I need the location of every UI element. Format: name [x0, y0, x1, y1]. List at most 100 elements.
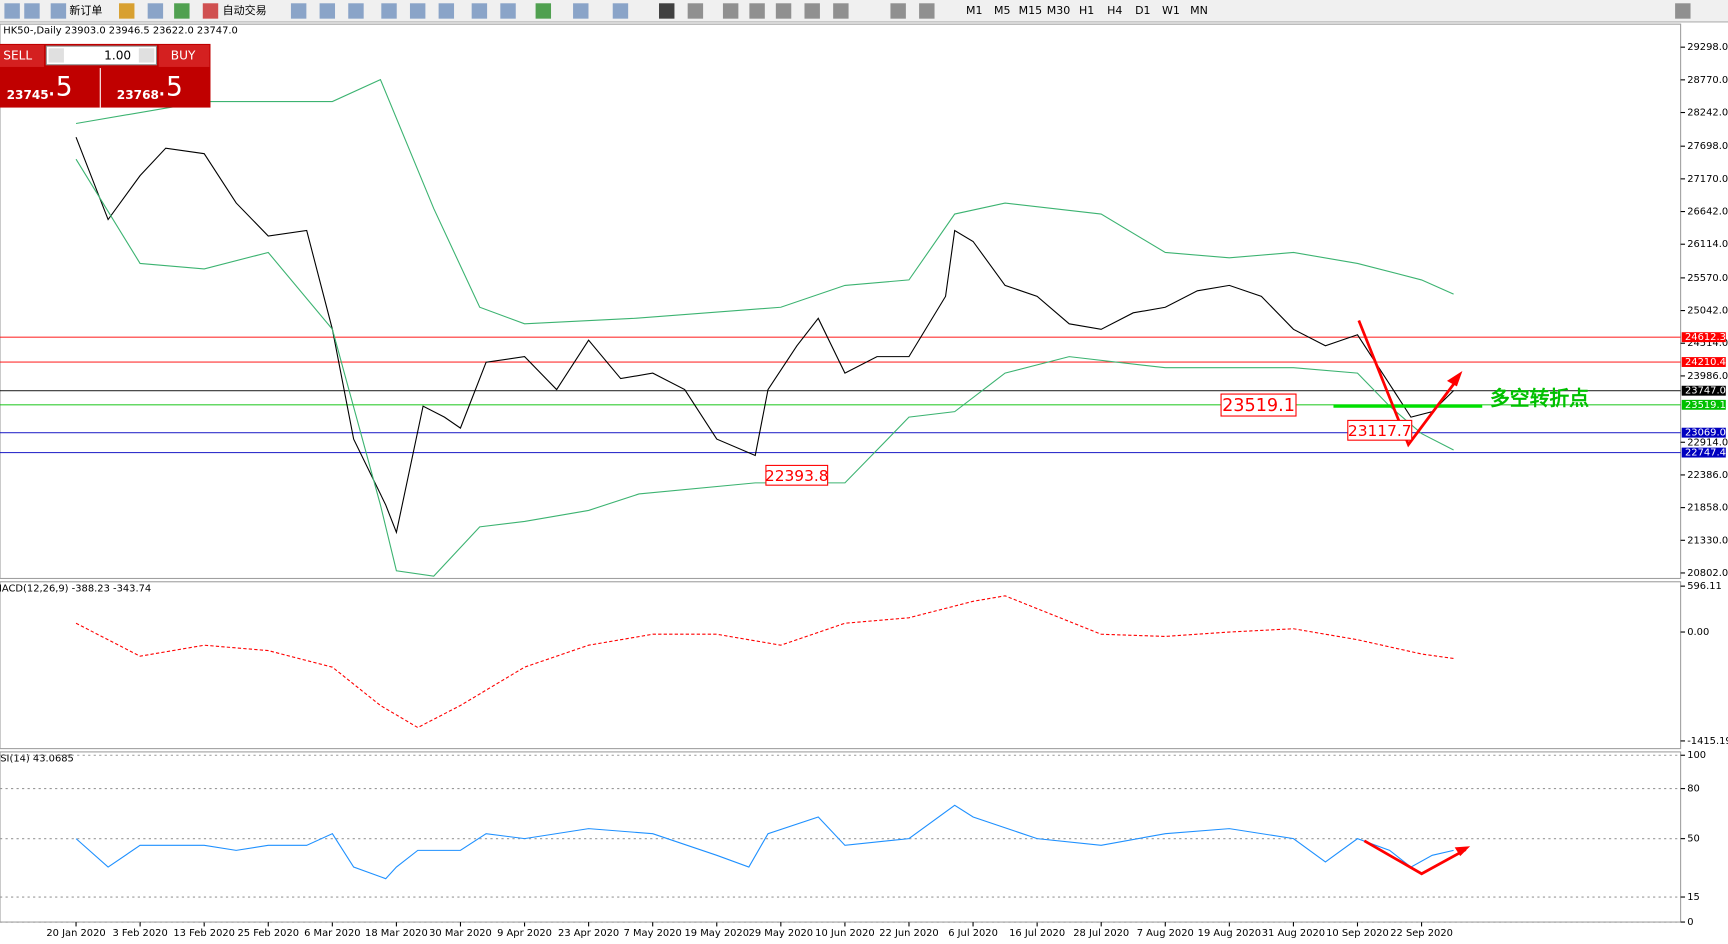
y-tick-label: 0.00	[1687, 627, 1709, 638]
x-tick-label: 10 Jun 2020	[815, 928, 875, 939]
x-tick-label: 22 Sep 2020	[1390, 928, 1453, 939]
level-tag	[1681, 399, 1726, 410]
level-tag	[1681, 357, 1726, 367]
y-tick-label: 24514.0	[1687, 338, 1728, 349]
y-tick-label: 22914.0	[1687, 437, 1728, 448]
level-tag	[1681, 447, 1726, 458]
y-tick-label: 100	[1687, 750, 1706, 761]
x-tick-label: 10 Sep 2020	[1326, 928, 1389, 939]
x-tick-label: 31 Aug 2020	[1262, 928, 1325, 939]
series-line	[75, 595, 1454, 729]
y-tick-label: 26114.0	[1687, 239, 1728, 250]
x-tick-label: 23 Apr 2020	[558, 928, 619, 939]
level-label: 23519.1	[1685, 400, 1726, 411]
timeframe-button[interactable]: M5	[994, 4, 1011, 17]
x-tick-label: 7 May 2020	[624, 928, 682, 939]
y-tick-label: 28242.0	[1687, 108, 1728, 119]
timeframe-button[interactable]: M30	[1047, 4, 1071, 17]
timeframe-button[interactable]: H4	[1107, 4, 1122, 17]
lot-input[interactable]	[45, 45, 158, 66]
x-tick-label: 29 May 2020	[749, 928, 814, 939]
new-order-button[interactable]: 新订单	[69, 3, 102, 17]
new-order-icon[interactable]	[50, 3, 67, 19]
timeframe-button[interactable]: D1	[1135, 4, 1150, 17]
buy-button[interactable]	[158, 45, 210, 67]
level-label: 23069.0	[1685, 428, 1726, 439]
ask-pips: .5	[158, 72, 183, 102]
level-label: 23747.0	[1685, 386, 1726, 397]
x-tick-label: 19 May 2020	[685, 928, 750, 939]
x-tick-label: 6 Jul 2020	[948, 928, 998, 939]
y-tick-label: -1415.19	[1687, 736, 1728, 747]
x-tick-label: 6 Mar 2020	[304, 928, 360, 939]
timeframe-bar: M1 M5 M15 M30 H1 H4 D1 W1 MN	[966, 4, 1208, 17]
y-tick-label: 25570.0	[1687, 273, 1728, 284]
y-tick-label: 50	[1687, 834, 1700, 845]
x-tick-label: 9 Apr 2020	[497, 928, 552, 939]
y-tick-label: 27698.0	[1687, 141, 1728, 152]
y-tick-label: 20802.0	[1687, 568, 1728, 579]
x-tick-label: 28 Jul 2020	[1073, 928, 1129, 939]
annotation-label: 多空转折点	[1490, 387, 1589, 410]
y-tick-label: 22386.0	[1687, 470, 1728, 481]
y-tick-label: 23986.0	[1687, 371, 1728, 382]
level-label: 24612.3	[1685, 332, 1726, 343]
timeframe-button[interactable]: M1	[966, 4, 983, 17]
sell-button[interactable]	[0, 45, 45, 67]
x-tick-label: 18 Mar 2020	[365, 928, 428, 939]
x-tick-label: 16 Jul 2020	[1009, 928, 1065, 939]
timeframe-button[interactable]: W1	[1162, 4, 1180, 17]
panel-title: MACD(12,26,9) -388.23 -343.74	[0, 583, 151, 594]
timeframe-button[interactable]: MN	[1190, 4, 1208, 17]
toolbar	[0, 0, 1728, 22]
series-line	[75, 804, 1454, 880]
main-panel-frame	[0, 23, 1682, 923]
panel-title: RSI(14) 43.0685	[0, 754, 74, 765]
x-tick-label: 25 Feb 2020	[237, 928, 299, 939]
x-tick-label: 30 Mar 2020	[429, 928, 492, 939]
level-tag	[1681, 385, 1726, 396]
x-tick-label: 22 Jun 2020	[879, 928, 939, 939]
auto-trading-button[interactable]: 自动交易	[223, 3, 267, 17]
y-tick-label: 26642.0	[1687, 207, 1728, 218]
level-label: 24210.4	[1685, 357, 1726, 368]
y-tick-label: 15	[1687, 892, 1700, 903]
x-tick-label: 7 Aug 2020	[1137, 928, 1194, 939]
bid-pips: .5	[47, 72, 72, 102]
series-line	[75, 158, 1454, 577]
y-tick-label: 21858.0	[1687, 503, 1728, 514]
annotation-label: 23117.7	[1348, 422, 1412, 440]
sell-label[interactable]: SELL	[3, 48, 32, 62]
y-tick-label: 29298.0	[1687, 42, 1728, 53]
auto-trading-icon[interactable]	[202, 3, 219, 19]
level-label: 22747.4	[1685, 448, 1726, 459]
annotation-shapes	[765, 320, 1483, 876]
x-tick-label: 3 Feb 2020	[112, 928, 167, 939]
annotation-label: 23519.1	[1222, 396, 1295, 416]
annotation-label: 22393.8	[765, 467, 829, 485]
plot-area: 20 Jan 2020 3 Feb 2020 13 Feb 2020 25 Feb 2…	[0, 26, 1728, 939]
bid-price: 23745	[7, 88, 49, 102]
y-tick-label: 28770.0	[1687, 75, 1728, 86]
level-tag	[1681, 332, 1726, 343]
y-tick-label: 80	[1687, 784, 1700, 795]
y-tick-label: 27170.0	[1687, 174, 1728, 185]
level-tag	[1681, 427, 1726, 438]
y-tick-label: 21330.0	[1687, 535, 1728, 546]
timeframe-button[interactable]: M15	[1019, 4, 1043, 17]
timeframe-button[interactable]: H1	[1079, 4, 1094, 17]
x-tick-label: 20 Jan 2020	[46, 928, 105, 939]
y-tick-label: 0	[1687, 917, 1693, 928]
toolbar-icons	[4, 3, 1691, 19]
ask-price: 23768	[117, 88, 159, 102]
y-tick-label: 25042.0	[1687, 306, 1728, 317]
x-tick-label: 13 Feb 2020	[173, 928, 235, 939]
buy-label[interactable]: BUY	[171, 48, 196, 62]
one-click-panel	[0, 43, 211, 108]
series-line	[75, 78, 1454, 325]
panel-title: HK50-,Daily 23903.0 23946.5 23622.0 2374…	[3, 26, 238, 37]
lot-value[interactable]: 1.00	[104, 48, 131, 62]
x-tick-label: 19 Aug 2020	[1198, 928, 1261, 939]
